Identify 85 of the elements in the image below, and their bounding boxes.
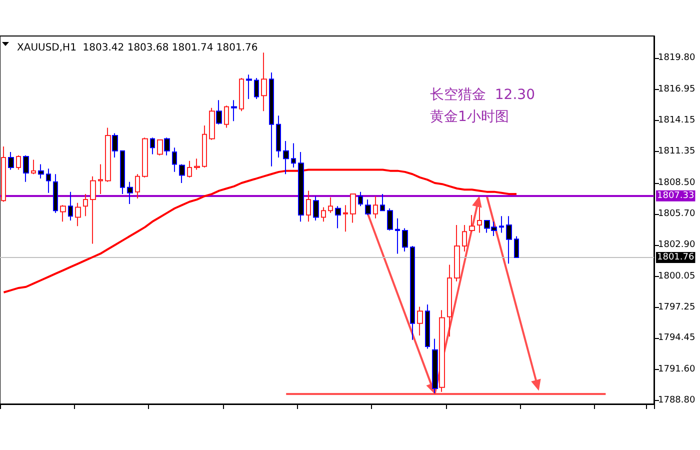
candlestick (120, 150, 125, 195)
candlestick (269, 72, 274, 167)
line-series (2, 168, 518, 294)
candlestick (447, 264, 452, 338)
candlestick (98, 164, 103, 195)
candlestick (439, 310, 445, 392)
candlestick (16, 154, 21, 170)
candlestick (499, 216, 504, 234)
candlestick (90, 176, 96, 244)
y-tick-label: 1794.45 (658, 333, 696, 344)
candlestick (150, 137, 155, 155)
candlestick (306, 190, 311, 222)
candlestick (432, 338, 438, 395)
candlestick (298, 152, 304, 222)
ref-line-label: 1807.33 (657, 190, 694, 201)
candlestick (395, 218, 400, 254)
candlestick (8, 152, 14, 170)
y-tick-label: 1814.15 (658, 116, 696, 126)
candlestick (343, 204, 348, 232)
candlestick (179, 164, 185, 184)
annotation: 黄金1小时图 (430, 109, 509, 125)
candlestick (387, 208, 393, 231)
candlestick (216, 100, 222, 125)
candlestick (68, 191, 73, 222)
candlestick (276, 115, 281, 158)
candlestick (417, 306, 423, 336)
candlestick (477, 206, 482, 234)
candlestick (105, 127, 111, 182)
candlestick (291, 142, 296, 168)
candlestick (454, 224, 460, 282)
candlestick (172, 147, 177, 172)
candlestick (135, 174, 140, 199)
candlestick (164, 137, 170, 156)
y-tick-label: 1808.50 (658, 178, 696, 188)
candlestick (283, 140, 289, 175)
candlestick (313, 196, 319, 222)
y-tick-label: 1816.95 (658, 84, 696, 95)
candlestick (373, 196, 378, 219)
candlestick (402, 228, 408, 252)
candlestick (38, 164, 44, 180)
candlestick (469, 214, 475, 232)
candlestick (23, 154, 29, 182)
candlestick (506, 216, 512, 264)
y-tick-label: 1819.80 (658, 53, 696, 64)
candlestick (60, 204, 66, 222)
candlestick (157, 139, 163, 156)
candlestick (350, 194, 356, 224)
y-tick-label: 1791.60 (658, 364, 696, 375)
y-tick-label: 1788.80 (658, 396, 696, 406)
candlestick (46, 168, 51, 194)
y-tick-label: 1800.05 (658, 271, 696, 282)
y-tick-label: 1805.70 (658, 208, 696, 219)
candlestick (335, 206, 341, 229)
candlestick (365, 199, 371, 216)
candlestick (246, 74, 252, 100)
candlestick (187, 160, 192, 178)
candlestick (231, 100, 237, 122)
candlestick (224, 105, 229, 128)
candlestick (127, 181, 133, 204)
annotation: 长空猎金 12.30 (430, 87, 535, 103)
candlestick (209, 107, 215, 140)
candlestick (425, 304, 430, 350)
candlestick (31, 159, 36, 175)
candlestick (83, 194, 88, 217)
candlestick (53, 174, 58, 214)
candlestick (328, 196, 333, 214)
ref-line-label: 1801.76 (657, 252, 694, 262)
candlestick (202, 125, 207, 168)
y-tick-label: 1802.90 (658, 240, 696, 250)
candlestick (380, 194, 385, 212)
candlestick (75, 202, 81, 227)
candlestick (321, 206, 326, 222)
candlestick (410, 245, 415, 340)
y-tick-label: 1797.25 (658, 302, 696, 312)
candlestick (514, 236, 519, 258)
candlestick (239, 77, 244, 112)
candlestick (261, 52, 267, 112)
candlestick (462, 224, 467, 252)
text: XAUUSD,H1 1803.42 1803.68 1801.74 1801.76 (17, 42, 258, 54)
candlestick (254, 77, 259, 100)
candlestick (112, 132, 118, 158)
candlestick (142, 137, 148, 178)
candlestick (194, 158, 200, 170)
y-tick-label: 1811.35 (658, 146, 696, 156)
candlestick (358, 191, 363, 207)
